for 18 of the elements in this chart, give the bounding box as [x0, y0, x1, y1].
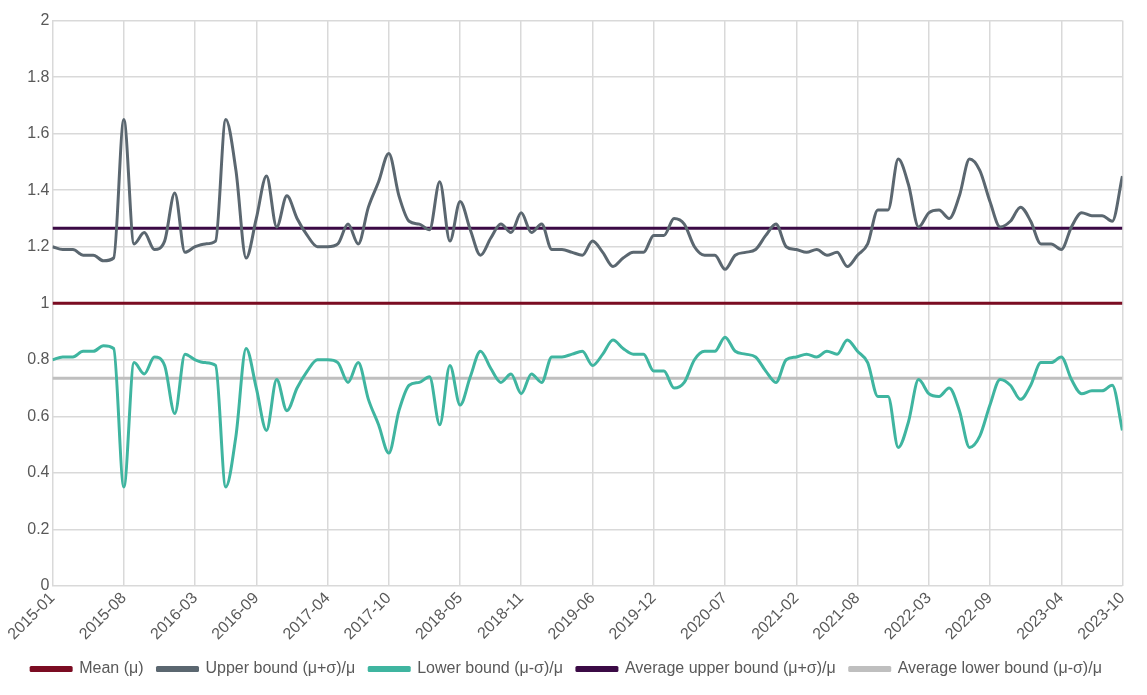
legend-label: Upper bound (μ+σ)/μ	[205, 659, 356, 677]
legend-label: Average lower bound (μ-σ)/μ	[897, 659, 1102, 677]
line-series	[52, 118, 1123, 271]
y-tick-label: 1.6	[27, 124, 50, 142]
y-tick-label: 0.6	[27, 406, 50, 424]
legend-label: Average upper bound (μ+σ)/μ	[624, 659, 836, 677]
y-tick-label: 1.4	[27, 180, 50, 198]
y-tick-label: 0	[40, 576, 50, 594]
y-tick-label: 1	[40, 293, 50, 311]
y-tick-label: 0.8	[27, 350, 50, 368]
legend-label: Lower bound (μ-σ)/μ	[417, 659, 563, 677]
y-tick-label: 2	[40, 11, 50, 29]
y-tick-label: 0.4	[27, 463, 50, 481]
y-tick-label: 1.8	[27, 67, 50, 85]
legend-label: Mean (μ)	[79, 659, 144, 677]
y-tick-label: 0.2	[27, 519, 50, 537]
line-series	[52, 335, 1123, 489]
y-tick-label: 1.2	[27, 237, 50, 255]
